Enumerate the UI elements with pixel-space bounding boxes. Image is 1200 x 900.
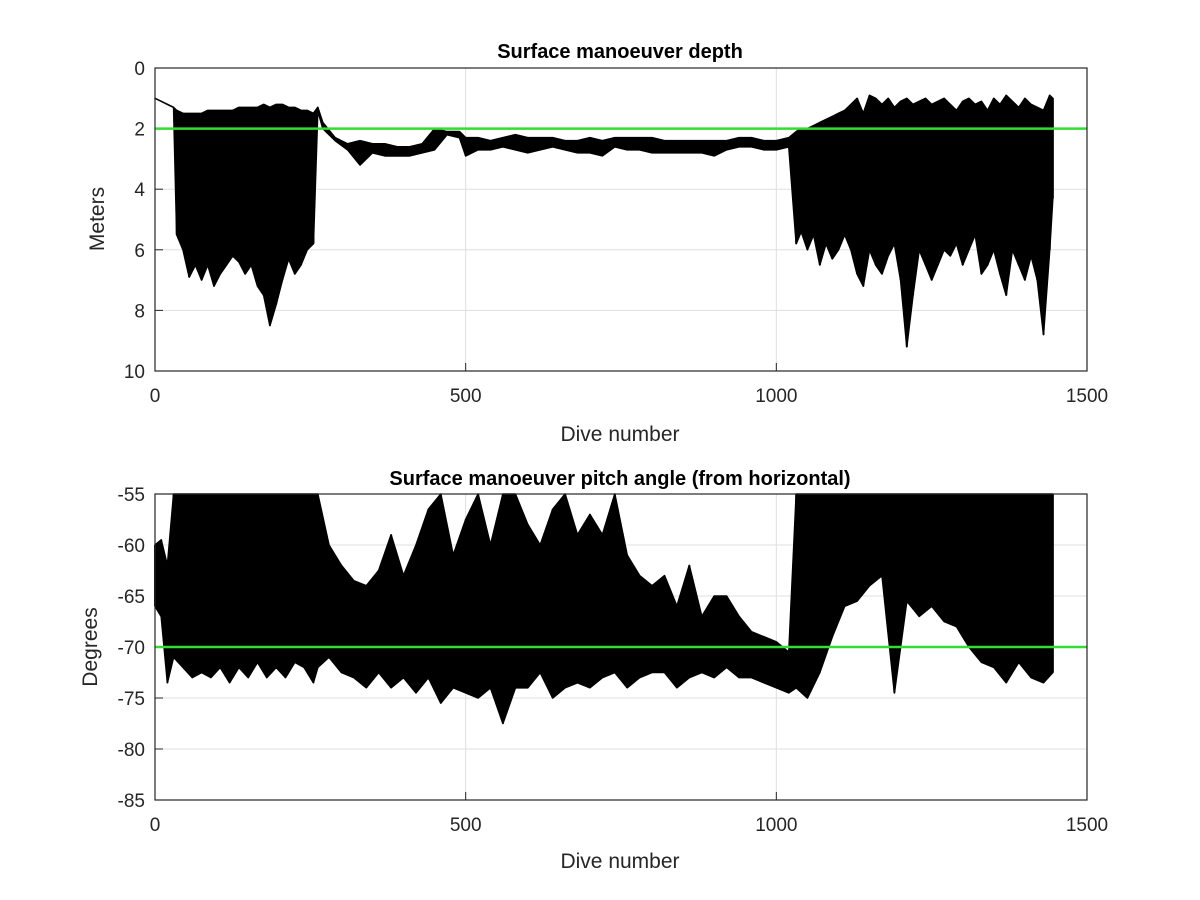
bottom-chart-y-tick-label: -55 [118, 485, 145, 506]
top-chart-y-tick-label: 8 [134, 301, 145, 322]
top-chart-ylabel: Meters [86, 187, 109, 251]
bottom-chart-panel: 0 500 1000 1500 -55 -60 -65 -70 -75 -80 -85 Surface… [79, 468, 1108, 873]
top-chart-title: Surface manoeuver depth [497, 41, 743, 63]
bottom-chart-y-tick-label: -70 [118, 638, 145, 659]
bottom-chart-y-tick-label: -85 [118, 791, 145, 812]
top-chart-y-tick-label: 10 [124, 362, 145, 383]
bottom-chart-y-tick-label: -75 [118, 689, 145, 710]
bottom-chart-xlabel: Dive number [560, 850, 679, 873]
bottom-chart-axes-frame [154, 493, 1088, 801]
bottom-chart-x-tick-label: 1500 [1066, 815, 1108, 836]
bottom-chart-y-tick-label: -65 [118, 587, 145, 608]
top-chart-x-tick-label: 1500 [1066, 386, 1108, 407]
bottom-chart-ylabel: Degrees [79, 607, 102, 686]
top-chart-y-tick-label: 6 [134, 241, 145, 262]
top-chart-y-tick-label: 0 [134, 59, 145, 80]
bottom-chart-title: Surface manoeuver pitch angle (from hori… [389, 468, 850, 490]
top-chart-y-tick-label: 4 [134, 180, 145, 201]
bottom-chart-y-tick-label: -60 [118, 536, 145, 557]
bottom-chart-x-tick-label: 500 [450, 815, 482, 836]
top-chart-x-tick-label: 1000 [755, 386, 797, 407]
top-chart-panel: 0 500 1000 1500 0 2 4 6 8 10 Surface manoeuver dep… [86, 41, 1108, 446]
top-chart-xlabel: Dive number [560, 423, 679, 446]
bottom-chart-y-tick-label: -80 [118, 740, 145, 761]
top-chart-x-tick-label: 0 [150, 386, 161, 407]
top-chart-x-tick-label: 500 [450, 386, 482, 407]
top-chart-axes-frame [154, 67, 1088, 372]
bottom-chart-x-tick-label: 1000 [755, 815, 797, 836]
bottom-chart-x-tick-label: 0 [150, 815, 161, 836]
top-chart-y-tick-label: 2 [134, 120, 145, 141]
